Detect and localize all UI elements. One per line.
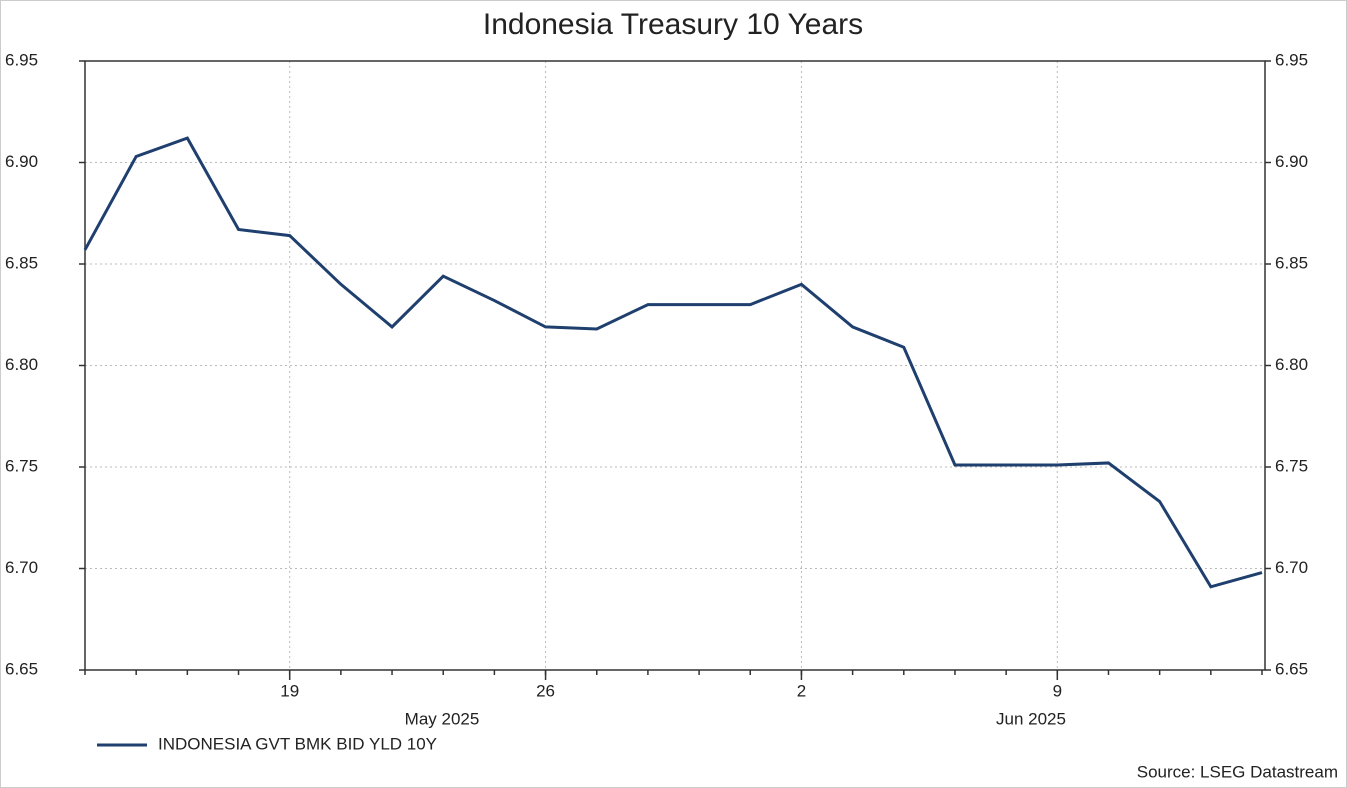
month-label: Jun 2025 (996, 709, 1066, 728)
line-series (83, 136, 1263, 589)
y-tick-label: 6.90 (5, 152, 38, 171)
y2-tick-label: 6.80 (1275, 355, 1308, 374)
y-tick-label: 6.80 (5, 355, 38, 374)
source: Source: LSEG Datastream (1137, 762, 1338, 781)
legend-label: INDONESIA GVT BMK BID YLD 10Y (158, 734, 437, 753)
plot-frame (84, 60, 1266, 671)
x-tick-label: 19 (280, 681, 299, 700)
y-tick-label: 6.65 (5, 659, 38, 678)
month-label: May 2025 (405, 709, 480, 728)
y-tick-label: 6.85 (5, 253, 38, 272)
y-tick-label: 6.70 (5, 558, 38, 577)
y2-tick-label: 6.90 (1275, 152, 1308, 171)
y2-tick-label: 6.85 (1275, 253, 1308, 272)
y2-tick-label: 6.70 (1275, 558, 1308, 577)
y-tick-label: 6.95 (5, 50, 38, 69)
y2-tick-label: 6.65 (1275, 659, 1308, 678)
x-tick-label: 26 (536, 681, 555, 700)
chart-title: Indonesia Treasury 10 Years (483, 8, 863, 41)
y-tick-label: 6.75 (5, 456, 38, 475)
x-tick-label: 9 (1053, 681, 1062, 700)
y2-tick-label: 6.75 (1275, 456, 1308, 475)
x-tick-label: 2 (797, 681, 806, 700)
y2-tick-label: 6.95 (1275, 50, 1308, 69)
